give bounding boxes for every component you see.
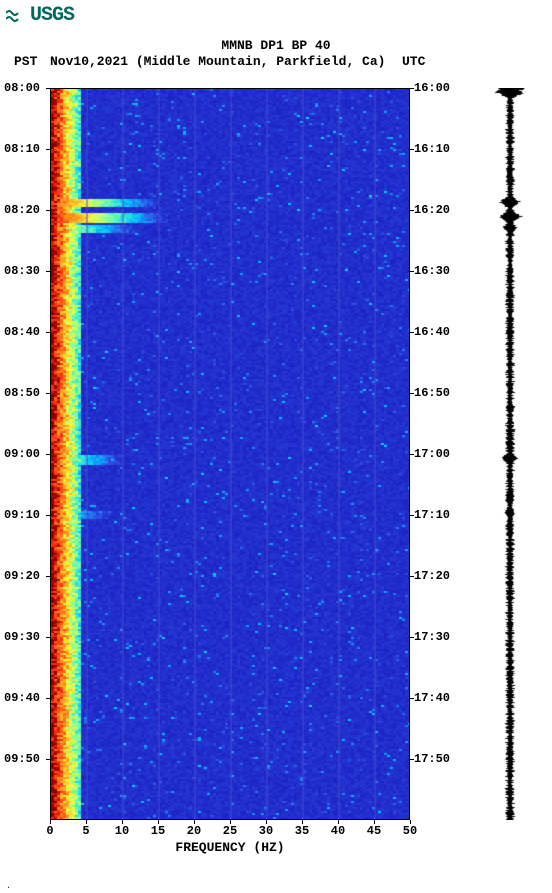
footnote: . — [6, 882, 11, 891]
usgs-logo: USGS — [6, 4, 74, 27]
spectrogram-canvas — [51, 89, 410, 820]
y-right-tick: 17:20 — [414, 569, 450, 583]
x-axis-label: FREQUENCY (HZ) — [50, 840, 410, 855]
y-left-tick: 08:40 — [4, 325, 40, 339]
utc-label: UTC — [402, 54, 425, 69]
pst-label: PST — [14, 54, 37, 69]
y-left-tick: 08:50 — [4, 386, 40, 400]
x-tick: 5 — [82, 824, 89, 838]
x-tick: 15 — [151, 824, 165, 838]
x-tick: 45 — [367, 824, 381, 838]
x-tick: 20 — [187, 824, 201, 838]
x-tick: 0 — [46, 824, 53, 838]
wave-icon — [6, 7, 28, 25]
y-left-tick: 09:40 — [4, 691, 40, 705]
y-right-tick: 16:40 — [414, 325, 450, 339]
y-right-tick: 17:30 — [414, 630, 450, 644]
y-right-tick: 16:30 — [414, 264, 450, 278]
y-left-tick: 09:50 — [4, 752, 40, 766]
y-right-tick: 17:00 — [414, 447, 450, 461]
y-left-tick: 09:20 — [4, 569, 40, 583]
logo-text: USGS — [30, 4, 74, 27]
y-left-tick: 08:20 — [4, 203, 40, 217]
y-right-tick: 17:40 — [414, 691, 450, 705]
y-left-tick: 09:30 — [4, 630, 40, 644]
y-left-tick: 09:00 — [4, 447, 40, 461]
x-tick: 40 — [331, 824, 345, 838]
waveform-canvas — [480, 88, 540, 820]
y-left-tick: 08:00 — [4, 81, 40, 95]
x-tick: 30 — [259, 824, 273, 838]
y-right-tick: 17:10 — [414, 508, 450, 522]
waveform-plot — [480, 88, 540, 820]
x-tick: 25 — [223, 824, 237, 838]
y-left-tick: 08:10 — [4, 142, 40, 156]
x-tick: 50 — [403, 824, 417, 838]
y-right-tick: 16:00 — [414, 81, 450, 95]
spectrogram-plot — [50, 88, 410, 820]
y-right-tick: 16:10 — [414, 142, 450, 156]
y-right-tick: 17:50 — [414, 752, 450, 766]
x-tick: 10 — [115, 824, 129, 838]
x-tick: 35 — [295, 824, 309, 838]
y-right-tick: 16:50 — [414, 386, 450, 400]
y-left-tick: 09:10 — [4, 508, 40, 522]
y-left-tick: 08:30 — [4, 264, 40, 278]
y-right-tick: 16:20 — [414, 203, 450, 217]
chart-title: MMNB DP1 BP 40 — [0, 38, 552, 53]
date-location: Nov10,2021 (Middle Mountain, Parkfield, … — [50, 54, 385, 69]
